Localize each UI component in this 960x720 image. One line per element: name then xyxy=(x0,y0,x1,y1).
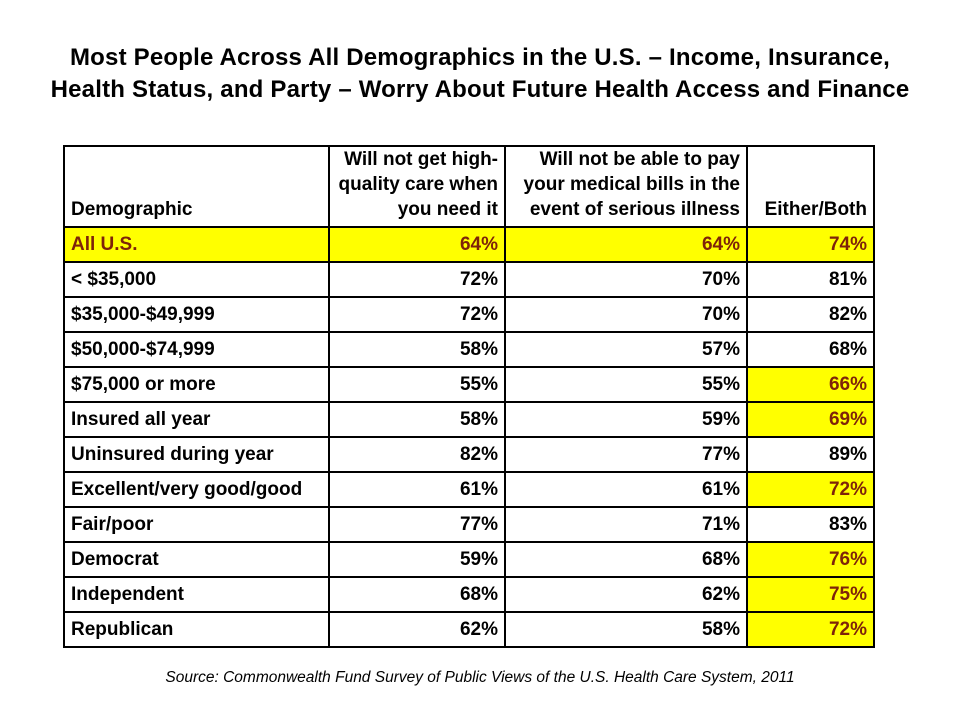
row-label: Democrat xyxy=(63,541,330,578)
row-value: 70% xyxy=(504,296,748,333)
row-label: All U.S. xyxy=(63,226,330,263)
row-value: 66% xyxy=(746,366,875,403)
row-value: 72% xyxy=(328,261,506,298)
row-value: 77% xyxy=(328,506,506,543)
table-row: Democrat 59% 68% 76% xyxy=(63,541,875,578)
row-label: Independent xyxy=(63,576,330,613)
table-row: $35,000-$49,999 72% 70% 82% xyxy=(63,296,875,333)
table-row: $50,000-$74,999 58% 57% 68% xyxy=(63,331,875,368)
row-value: 57% xyxy=(504,331,748,368)
row-value: 81% xyxy=(746,261,875,298)
row-value: 61% xyxy=(328,471,506,508)
row-value: 71% xyxy=(504,506,748,543)
row-label: Excellent/very good/good xyxy=(63,471,330,508)
page-title: Most People Across All Demographics in t… xyxy=(0,42,960,106)
row-value: 72% xyxy=(328,296,506,333)
title-line-2: Health Status, and Party – Worry About F… xyxy=(50,76,910,103)
header-row: Demographic Will not get high-quality ca… xyxy=(63,145,875,228)
row-value: 82% xyxy=(328,436,506,473)
table-row: Independent 68% 62% 75% xyxy=(63,576,875,613)
row-value: 76% xyxy=(746,541,875,578)
table-row: Fair/poor 77% 71% 83% xyxy=(63,506,875,543)
row-value: 70% xyxy=(504,261,748,298)
row-value: 55% xyxy=(328,366,506,403)
header-either-both: Either/Both xyxy=(746,145,875,228)
title-line-1: Most People Across All Demographics in t… xyxy=(69,44,891,71)
row-value: 72% xyxy=(746,611,875,648)
header-quality-care: Will not get high-quality care when you … xyxy=(328,145,506,228)
row-value: 58% xyxy=(504,611,748,648)
row-label: Insured all year xyxy=(63,401,330,438)
header-demographic: Demographic xyxy=(63,145,330,228)
row-value: 58% xyxy=(328,401,506,438)
table-row: Excellent/very good/good 61% 61% 72% xyxy=(63,471,875,508)
source-note: Source: Commonwealth Fund Survey of Publ… xyxy=(165,669,795,686)
row-value: 62% xyxy=(328,611,506,648)
row-label: $35,000-$49,999 xyxy=(63,296,330,333)
row-value: 61% xyxy=(504,471,748,508)
row-value: 68% xyxy=(746,331,875,368)
row-value: 69% xyxy=(746,401,875,438)
table-row: < $35,000 72% 70% 81% xyxy=(63,261,875,298)
row-value: 74% xyxy=(746,226,875,263)
row-value: 77% xyxy=(504,436,748,473)
table-row: Uninsured during year 82% 77% 89% xyxy=(63,436,875,473)
row-value: 55% xyxy=(504,366,748,403)
row-value: 64% xyxy=(328,226,506,263)
row-label: Fair/poor xyxy=(63,506,330,543)
table-row: Insured all year 58% 59% 69% xyxy=(63,401,875,438)
row-value: 83% xyxy=(746,506,875,543)
row-value: 59% xyxy=(328,541,506,578)
row-label: Republican xyxy=(63,611,330,648)
row-label: $50,000-$74,999 xyxy=(63,331,330,368)
row-label: $75,000 or more xyxy=(63,366,330,403)
row-value: 75% xyxy=(746,576,875,613)
row-value: 89% xyxy=(746,436,875,473)
header-medical-bills: Will not be able to pay your medical bil… xyxy=(504,145,748,228)
demographics-table: Demographic Will not get high-quality ca… xyxy=(63,145,875,648)
row-value: 68% xyxy=(328,576,506,613)
table-row: $75,000 or more 55% 55% 66% xyxy=(63,366,875,403)
row-value: 64% xyxy=(504,226,748,263)
row-value: 68% xyxy=(504,541,748,578)
row-value: 72% xyxy=(746,471,875,508)
row-label: < $35,000 xyxy=(63,261,330,298)
table-row: All U.S. 64% 64% 74% xyxy=(63,226,875,263)
row-value: 59% xyxy=(504,401,748,438)
table-body: All U.S. 64% 64% 74% < $35,000 72% 70% 81% $35,0… xyxy=(63,226,875,648)
row-value: 82% xyxy=(746,296,875,333)
row-value: 58% xyxy=(328,331,506,368)
table-row: Republican 62% 58% 72% xyxy=(63,611,875,648)
row-label: Uninsured during year xyxy=(63,436,330,473)
row-value: 62% xyxy=(504,576,748,613)
